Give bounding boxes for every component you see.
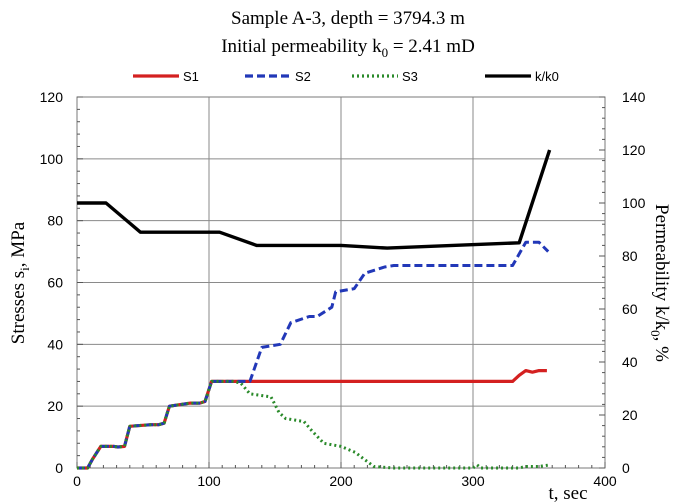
series-line-s1 xyxy=(77,369,547,470)
legend-label: k/k0 xyxy=(535,69,559,84)
y-right-tick-label: 120 xyxy=(622,142,646,158)
y-left-tick-label: 80 xyxy=(47,213,63,229)
x-tick-label: 400 xyxy=(593,473,617,489)
x-tick-label: 300 xyxy=(461,473,485,489)
x-tick-label: 100 xyxy=(197,473,221,489)
axes xyxy=(76,96,606,469)
y-left-tick-label: 100 xyxy=(40,151,64,167)
y-right-tick-label: 100 xyxy=(622,195,646,211)
legend-label: S2 xyxy=(295,69,311,84)
legend-label: S3 xyxy=(402,69,418,84)
y-left-tick-label: 20 xyxy=(47,398,63,414)
legend-label: S1 xyxy=(183,69,199,84)
y-right-tick-label: 0 xyxy=(622,460,630,476)
tick-labels: 0 100 200 300 400 0 20 40 60 80 100 120 0 20 40 60 80 100… xyxy=(40,89,646,489)
y-axis-left-label: Stresses si, MPa xyxy=(8,221,32,344)
chart-title-line1: Sample A-3, depth = 3794.3 m xyxy=(231,8,465,29)
y-left-tick-label: 120 xyxy=(40,89,64,105)
series-line-s2 xyxy=(77,240,550,470)
y-left-tick-label: 60 xyxy=(47,275,63,291)
legend: S1 S2 S3 k/k0 xyxy=(133,69,559,84)
y-axis-right-label: Permeability k/k0, % xyxy=(648,204,672,362)
chart-title-line2: Initial permeability k0 = 2.41 mD xyxy=(221,36,475,60)
y-left-tick-label: 0 xyxy=(55,460,63,476)
y-right-tick-label: 140 xyxy=(622,89,646,105)
y-right-tick-label: 80 xyxy=(622,248,638,264)
y-left-tick-label: 40 xyxy=(47,336,63,352)
y-right-tick-label: 40 xyxy=(622,354,638,370)
x-axis-label: t, sec xyxy=(548,483,587,504)
series-line-k-k0 xyxy=(77,149,552,250)
x-tick-label: 0 xyxy=(73,473,81,489)
x-tick-label: 200 xyxy=(329,473,353,489)
y-right-tick-label: 20 xyxy=(622,407,638,423)
plot-lines xyxy=(77,149,552,470)
grid xyxy=(77,97,605,468)
y-right-tick-label: 60 xyxy=(622,301,638,317)
